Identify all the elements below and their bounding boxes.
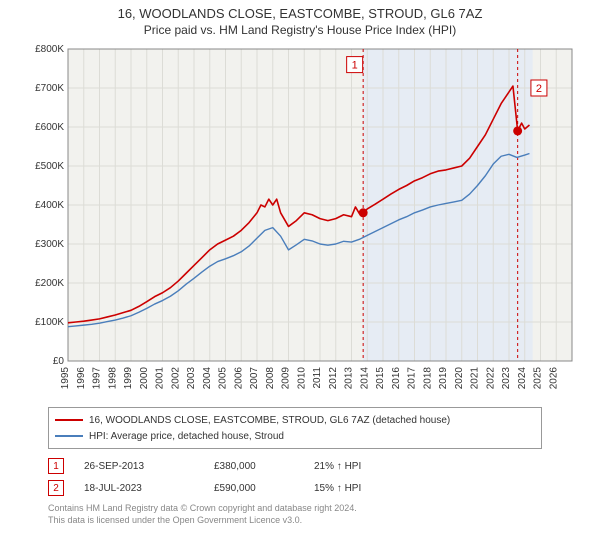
svg-text:2018: 2018 [422,367,433,390]
event-list: 1 26-SEP-2013 £380,000 21% ↑ HPI 2 18-JU… [48,455,580,499]
svg-text:2023: 2023 [501,367,512,390]
svg-text:2002: 2002 [170,367,181,390]
svg-text:£800K: £800K [35,44,64,55]
svg-text:2014: 2014 [359,367,370,390]
chart-svg: £0 £100K £200K £300K £400K £500K £600K £700K £80… [20,41,580,401]
legend-swatch [55,419,83,421]
svg-text:2001: 2001 [155,367,166,390]
svg-text:2005: 2005 [218,367,229,390]
svg-text:£600K: £600K [35,122,64,133]
svg-text:2004: 2004 [202,367,213,390]
footnote: Contains HM Land Registry data © Crown c… [48,503,580,526]
event-row: 1 26-SEP-2013 £380,000 21% ↑ HPI [48,455,580,477]
event-date: 18-JUL-2023 [84,483,214,494]
chart-subtitle: Price paid vs. HM Land Registry's House … [0,21,600,41]
chart-title: 16, WOODLANDS CLOSE, EASTCOMBE, STROUD, … [0,0,600,21]
chart-plot: £0 £100K £200K £300K £400K £500K £600K £700K £80… [20,41,580,401]
svg-text:1999: 1999 [123,367,134,390]
event-delta: 15% ↑ HPI [314,483,414,494]
legend-row: 16, WOODLANDS CLOSE, EASTCOMBE, STROUD, … [55,412,535,428]
svg-text:2010: 2010 [296,367,307,390]
svg-text:2013: 2013 [344,367,355,390]
svg-text:2016: 2016 [391,367,402,390]
event-delta: 21% ↑ HPI [314,461,414,472]
footnote-line: This data is licensed under the Open Gov… [48,515,580,527]
svg-text:1997: 1997 [92,367,103,390]
svg-text:2019: 2019 [438,367,449,390]
svg-text:2022: 2022 [485,367,496,390]
svg-text:£0: £0 [53,356,65,367]
legend: 16, WOODLANDS CLOSE, EASTCOMBE, STROUD, … [48,407,542,449]
svg-text:2017: 2017 [407,367,418,390]
event-price: £590,000 [214,483,314,494]
svg-text:2011: 2011 [312,367,323,389]
event-marker-icon: 2 [48,480,64,496]
event-row: 2 18-JUL-2023 £590,000 15% ↑ HPI [48,477,580,499]
svg-text:1995: 1995 [60,367,71,390]
svg-text:2026: 2026 [548,367,559,390]
footnote-line: Contains HM Land Registry data © Crown c… [48,503,580,515]
svg-text:2020: 2020 [454,367,465,390]
svg-text:2012: 2012 [328,367,339,390]
svg-text:£400K: £400K [35,200,64,211]
legend-label: HPI: Average price, detached house, Stro… [89,431,284,442]
legend-row: HPI: Average price, detached house, Stro… [55,428,535,444]
event-date: 26-SEP-2013 [84,461,214,472]
svg-text:2024: 2024 [517,367,528,390]
chart-container: 16, WOODLANDS CLOSE, EASTCOMBE, STROUD, … [0,0,600,560]
svg-text:1: 1 [352,60,358,72]
svg-text:£500K: £500K [35,161,64,172]
svg-text:2003: 2003 [186,367,197,390]
legend-label: 16, WOODLANDS CLOSE, EASTCOMBE, STROUD, … [89,415,450,426]
svg-text:2021: 2021 [470,367,481,390]
svg-text:£200K: £200K [35,278,64,289]
svg-text:£100K: £100K [35,317,64,328]
svg-text:2000: 2000 [139,367,150,390]
svg-text:2025: 2025 [533,367,544,390]
svg-text:1996: 1996 [76,367,87,390]
svg-text:2007: 2007 [249,367,260,390]
svg-text:£300K: £300K [35,239,64,250]
legend-swatch [55,435,83,437]
svg-text:2009: 2009 [281,367,292,390]
svg-text:2008: 2008 [265,367,276,390]
svg-text:£700K: £700K [35,83,64,94]
svg-text:1998: 1998 [107,367,118,390]
svg-text:2006: 2006 [233,367,244,390]
event-marker-icon: 1 [48,458,64,474]
svg-text:2: 2 [536,83,542,95]
event-price: £380,000 [214,461,314,472]
svg-text:2015: 2015 [375,367,386,390]
